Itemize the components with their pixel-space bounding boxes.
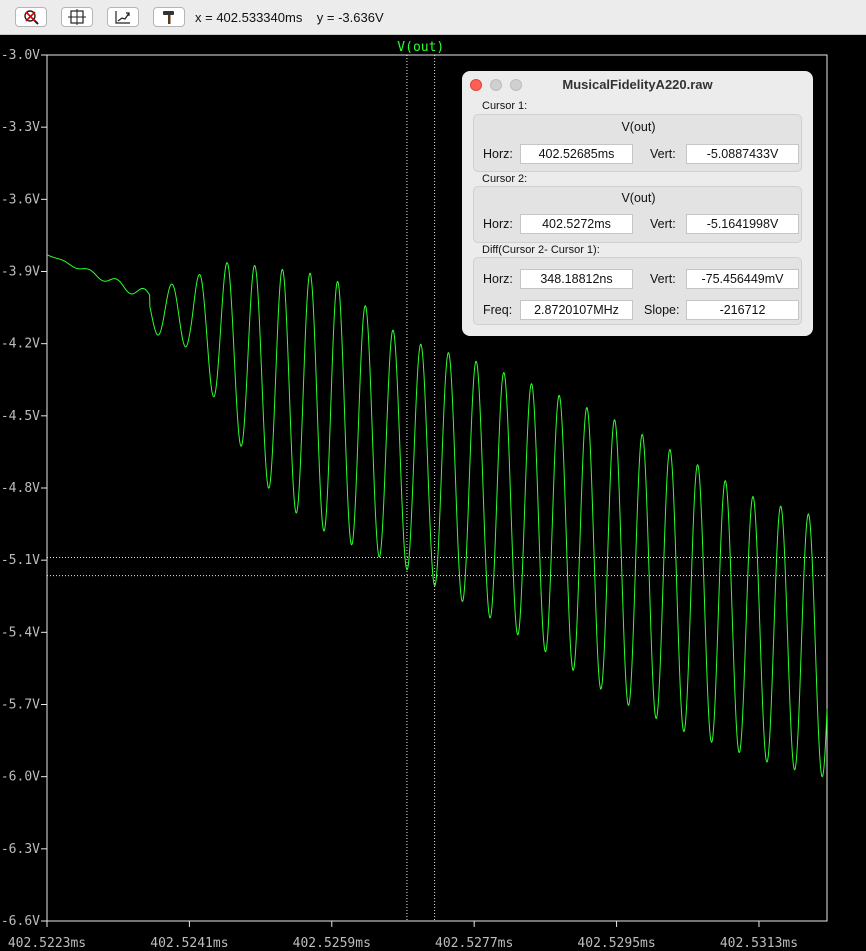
trace-label[interactable]: V(out) — [397, 40, 444, 55]
waveform-plot[interactable]: -3.0V -3.3V -3.6V -3.9V -4.2V -4.5V -4.8V -5.1V… — [0, 34, 866, 951]
y-tick-label: -5.1V — [1, 553, 40, 568]
x-tick-label: 402.5223ms — [8, 936, 86, 951]
x-readout: x = 402.533340ms — [195, 10, 303, 25]
cursor2-horz-label: Horz: — [483, 217, 513, 231]
cursor2-horz-field[interactable]: 402.5272ms — [520, 214, 633, 234]
y-tick-label: -3.0V — [1, 48, 40, 63]
trace-v-out — [46, 254, 828, 778]
x-tick-label: 402.5241ms — [150, 936, 228, 951]
diff-slope-label: Slope: — [644, 303, 680, 317]
y-tick-label: -4.5V — [1, 409, 40, 424]
cursor2-group: V(out) Horz: 402.5272ms Vert: -5.1641998… — [473, 186, 802, 243]
zoom-cancel-icon — [24, 10, 39, 25]
hammer-icon — [163, 11, 174, 24]
diff-freq-field[interactable]: 2.8720107MHz — [520, 300, 633, 320]
cursor1-label: Cursor 1: — [482, 100, 528, 112]
y-tick-label: -5.4V — [1, 625, 40, 640]
diff-label: Diff(Cursor 2- Cursor 1): — [482, 244, 600, 256]
cursor-dialog: MusicalFidelityA220.raw Cursor 1: V(out)… — [462, 71, 813, 336]
diff-freq-label: Freq: — [483, 303, 513, 317]
y-tick-label: -3.9V — [1, 265, 40, 280]
y-tick-label: -3.6V — [1, 192, 40, 207]
autorange-icon — [115, 11, 130, 24]
x-tick-label: 402.5313ms — [720, 936, 798, 951]
diff-group: Horz: 348.18812ns Vert: -75.456449mV Fre… — [473, 257, 802, 325]
y-tick-label: -6.3V — [1, 842, 40, 857]
hammer-button[interactable] — [153, 7, 185, 27]
x-tick-label: 402.5277ms — [435, 936, 513, 951]
diff-vert-label: Vert: — [650, 272, 676, 286]
zoom-cancel-button[interactable] — [15, 7, 47, 27]
cursor1-horz-label: Horz: — [483, 147, 513, 161]
toolbar: x = 402.533340ms y = -3.636V — [0, 0, 866, 35]
diff-horz-field[interactable]: 348.18812ns — [520, 269, 633, 289]
minimize-button[interactable] — [490, 79, 502, 91]
y-tick-label: -3.3V — [1, 120, 40, 135]
cursor2-trace: V(out) — [621, 191, 656, 205]
dialog-titlebar[interactable]: MusicalFidelityA220.raw — [462, 71, 813, 99]
cursor1-vert-label: Vert: — [650, 147, 676, 161]
y-tick-label: -4.2V — [1, 337, 40, 352]
cursor1-trace: V(out) — [621, 120, 656, 134]
diff-horz-label: Horz: — [483, 272, 513, 286]
y-tick-label: -6.0V — [1, 770, 40, 785]
zoom-fit-icon — [68, 9, 86, 25]
y-readout: y = -3.636V — [316, 10, 384, 25]
cursor1-vert-field[interactable]: -5.0887433V — [686, 144, 799, 164]
zoom-button[interactable] — [510, 79, 522, 91]
diff-slope-field[interactable]: -216712 — [686, 300, 799, 320]
close-button[interactable] — [470, 79, 482, 91]
x-tick-label: 402.5259ms — [293, 936, 371, 951]
dialog-title: MusicalFidelityA220.raw — [562, 77, 713, 92]
cursor1-horz-field[interactable]: 402.52685ms — [520, 144, 633, 164]
zoom-fit-button[interactable] — [61, 7, 93, 27]
y-tick-label: -5.7V — [1, 698, 40, 713]
y-tick-label: -4.8V — [1, 481, 40, 496]
autorange-button[interactable] — [107, 7, 139, 27]
cursor2-label: Cursor 2: — [482, 173, 528, 185]
cursor2-vert-field[interactable]: -5.1641998V — [686, 214, 799, 234]
cursor2-vert-label: Vert: — [650, 217, 676, 231]
cursor1-group: V(out) Horz: 402.52685ms Vert: -5.088743… — [473, 114, 802, 172]
y-tick-label: -6.6V — [1, 914, 40, 929]
cursor-readout: x = 402.533340ms y = -3.636V — [195, 10, 384, 25]
x-tick-label: 402.5295ms — [577, 936, 655, 951]
diff-vert-field[interactable]: -75.456449mV — [686, 269, 799, 289]
